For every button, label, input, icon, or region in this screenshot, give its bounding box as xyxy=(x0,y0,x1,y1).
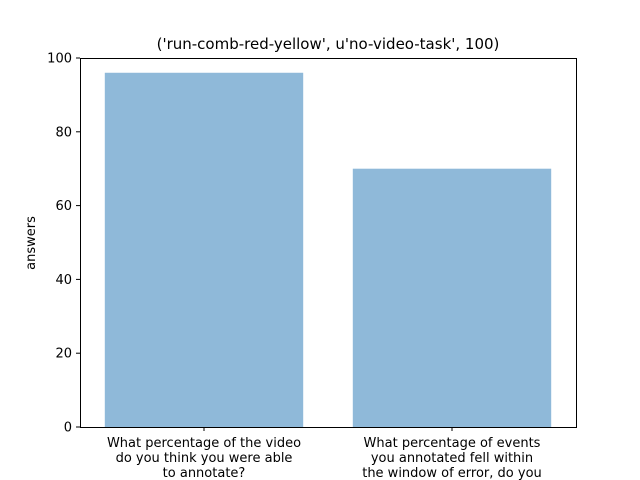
bars-group xyxy=(104,72,552,427)
x-tick-label: What percentage of the video do you think… xyxy=(107,436,301,480)
y-axis-label: answers xyxy=(24,216,39,270)
y-axis-ticks: 0 20 40 60 80 100 xyxy=(47,52,80,436)
bar xyxy=(352,168,552,427)
y-tick-label: 0 xyxy=(64,421,72,436)
y-tick-label: 100 xyxy=(47,52,72,67)
plot-frame xyxy=(80,58,577,428)
chart-title: ('run-comb-red-yellow', u'no-video-task'… xyxy=(157,35,500,53)
y-tick-label: 20 xyxy=(55,347,72,362)
y-tick-label: 40 xyxy=(55,273,72,288)
x-tick-label: What percentage of events you annotated f… xyxy=(362,436,542,480)
x-axis-ticks: What percentage of the video do you think… xyxy=(107,427,542,480)
bar xyxy=(104,72,304,427)
y-tick-label: 80 xyxy=(55,125,72,140)
y-tick-label: 60 xyxy=(55,199,72,214)
